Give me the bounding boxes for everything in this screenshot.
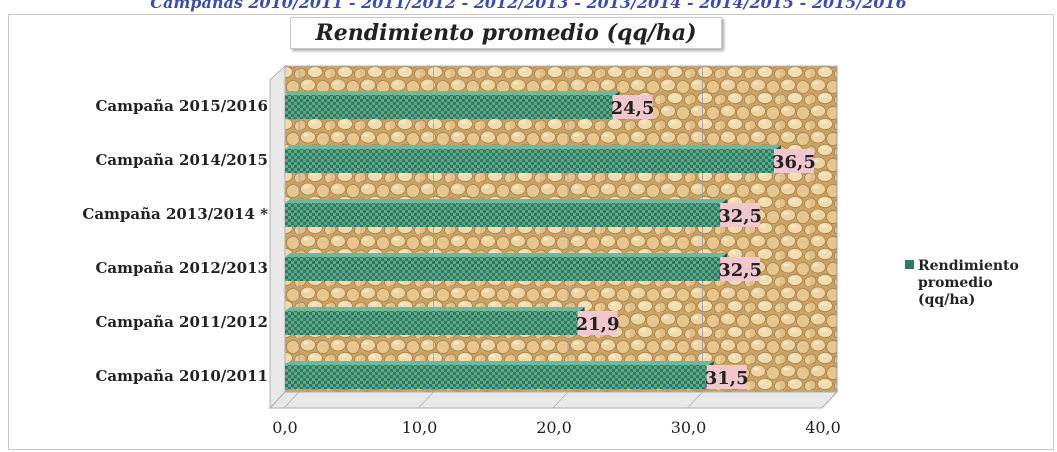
bar bbox=[285, 311, 580, 335]
data-label: 21,9 bbox=[576, 314, 620, 335]
data-label-box bbox=[706, 365, 747, 389]
x-tick-label: 0,0 bbox=[272, 418, 298, 437]
bar bbox=[285, 95, 615, 119]
bar-top bbox=[285, 307, 585, 311]
y-category-label: Campaña 2015/2016 bbox=[95, 97, 268, 115]
legend: Rendimiento promedio (qq/ha) bbox=[905, 258, 1055, 309]
data-label: 31,5 bbox=[705, 368, 749, 389]
data-label-box bbox=[612, 95, 653, 119]
chart-title: Rendimiento promedio (qq/ha) bbox=[290, 17, 722, 49]
y-category-label: Campaña 2014/2015 bbox=[95, 151, 268, 169]
bar bbox=[285, 203, 723, 227]
data-label-box bbox=[577, 311, 618, 335]
bar-top bbox=[285, 253, 728, 257]
data-label-box bbox=[720, 203, 761, 227]
y-category-label: Campaña 2012/2013 bbox=[95, 259, 268, 277]
data-label: 36,5 bbox=[772, 152, 816, 173]
bar-top bbox=[285, 91, 620, 95]
x-tick-label: 20,0 bbox=[536, 418, 572, 437]
plot-left-wall bbox=[269, 64, 286, 410]
legend-label-line2: promedio bbox=[918, 275, 993, 291]
y-category-label: Campaña 2010/2011 bbox=[95, 367, 268, 385]
floor-gridline bbox=[687, 391, 703, 409]
data-label: 24,5 bbox=[611, 98, 655, 119]
floor-gridline bbox=[821, 391, 838, 409]
bar bbox=[285, 365, 709, 389]
bar-top bbox=[285, 145, 781, 149]
floor-gridline bbox=[283, 391, 300, 409]
y-category-label: Campaña 2013/2014 * bbox=[82, 205, 268, 223]
y-category-label: Campaña 2011/2012 bbox=[95, 313, 268, 331]
x-tick-label: 30,0 bbox=[670, 418, 707, 437]
bar bbox=[285, 257, 723, 281]
data-label: 32,5 bbox=[718, 206, 762, 227]
data-label-box bbox=[773, 149, 814, 173]
legend-swatch bbox=[905, 260, 914, 269]
bar bbox=[285, 149, 776, 173]
plot-floor bbox=[268, 391, 839, 409]
floor-gridline bbox=[418, 391, 434, 409]
legend-label-line1: Rendimiento bbox=[918, 258, 1019, 274]
plot-background bbox=[284, 65, 838, 393]
chart-caption: Campañas 2010/2011 - 2011/2012 - 2012/20… bbox=[150, 0, 907, 12]
bar-top bbox=[285, 199, 728, 203]
data-label: 32,5 bbox=[718, 260, 762, 281]
floor-gridline bbox=[552, 391, 569, 409]
x-tick-label: 10,0 bbox=[401, 418, 438, 437]
legend-label-line3: (qq/ha) bbox=[918, 292, 976, 308]
data-label-box bbox=[720, 257, 761, 281]
x-tick-label: 40,0 bbox=[805, 418, 841, 437]
bar-top bbox=[285, 361, 714, 365]
